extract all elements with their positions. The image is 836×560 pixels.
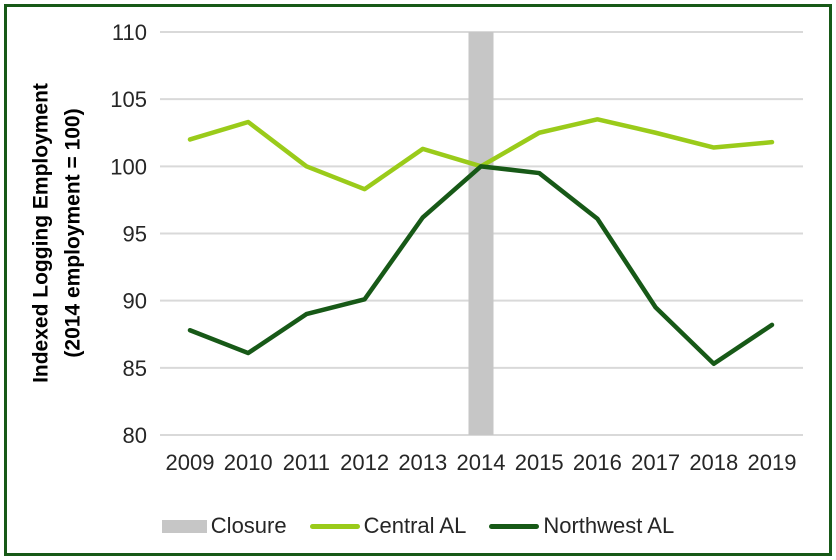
y-tick-label: 105 xyxy=(110,87,147,112)
x-tick-label: 2010 xyxy=(224,450,273,475)
y-tick-label: 90 xyxy=(123,289,147,314)
legend-label: Closure xyxy=(210,513,287,538)
x-tick-label: 2018 xyxy=(689,450,738,475)
y-axis-title: Indexed Logging Employment (2014 employm… xyxy=(26,83,89,383)
x-tick-label: 2019 xyxy=(748,450,797,475)
x-tick-label: 2011 xyxy=(283,450,330,475)
x-tick-label: 2017 xyxy=(631,450,680,475)
y-axis-title-line1: Indexed Logging Employment xyxy=(29,83,53,383)
y-tick-label: 80 xyxy=(123,423,147,448)
x-tick-label: 2013 xyxy=(398,450,447,475)
x-tick-label: 2014 xyxy=(457,450,506,475)
y-axis-title-line2: (2014 employment = 100) xyxy=(61,108,84,358)
series-line-northwest-al xyxy=(187,164,775,367)
x-tick-label: 2012 xyxy=(340,450,389,475)
legend-item-northwest-al: Northwest AL xyxy=(489,513,674,539)
legend-item-central-al: Central AL xyxy=(309,513,467,539)
x-tick-label: 2015 xyxy=(515,450,564,475)
legend: Closure Central AL Northwest AL xyxy=(0,513,836,539)
legend-label: Central AL xyxy=(363,513,467,538)
legend-swatch-line-icon xyxy=(489,523,540,529)
y-tick-label: 85 xyxy=(123,356,147,381)
legend-swatch-line-icon xyxy=(309,523,360,529)
y-tick-label: 110 xyxy=(112,20,147,45)
y-tick-label: 95 xyxy=(123,222,147,247)
x-tick-label: 2009 xyxy=(166,450,215,475)
legend-item-closure: Closure xyxy=(161,513,287,539)
y-tick-label: 100 xyxy=(110,154,147,179)
legend-swatch-bar-icon xyxy=(161,519,207,533)
legend-label: Northwest AL xyxy=(543,513,675,538)
closure-band xyxy=(468,32,494,435)
x-tick-label: 2016 xyxy=(573,450,622,475)
